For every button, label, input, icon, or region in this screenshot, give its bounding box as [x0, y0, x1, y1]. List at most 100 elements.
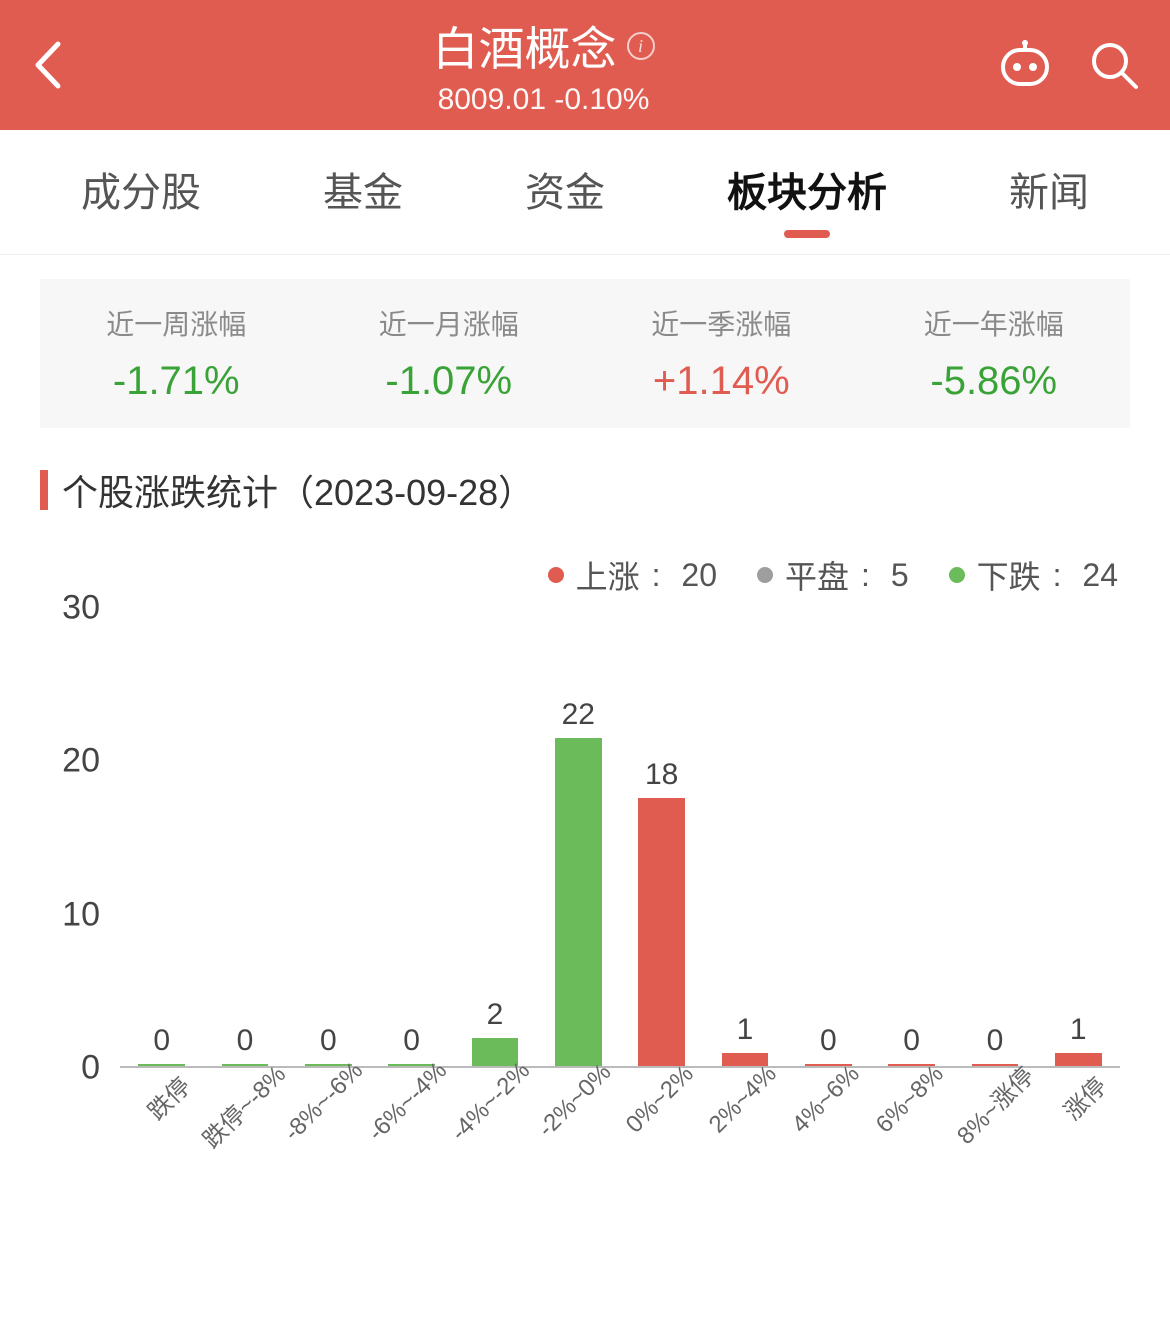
x-label-slot: -6%~-4% — [370, 1068, 453, 1208]
bar-value: 22 — [562, 698, 595, 732]
robot-icon — [997, 40, 1053, 90]
period-value: -1.07% — [313, 359, 586, 404]
y-tick: 30 — [62, 589, 100, 628]
index-change: -0.10% — [554, 83, 649, 116]
tab-1[interactable]: 基金 — [323, 160, 403, 234]
search-icon — [1088, 39, 1140, 91]
x-label-slot: 4%~6% — [787, 1068, 870, 1208]
robot-button[interactable] — [997, 40, 1053, 90]
period-1: 近一月涨幅-1.07% — [313, 303, 586, 404]
x-label-slot: -8%~-6% — [287, 1068, 370, 1208]
x-label: 6%~8% — [870, 1060, 949, 1139]
plot-area: 00002221810001 — [120, 618, 1120, 1068]
bar-slot-1: 0 — [203, 618, 286, 1068]
bar-value: 0 — [987, 1024, 1004, 1058]
bar-value: 2 — [487, 998, 504, 1032]
legend-flat: 平盘: 5 — [757, 552, 909, 598]
period-summary: 近一周涨幅-1.71%近一月涨幅-1.07%近一季涨幅+1.14%近一年涨幅-5… — [40, 279, 1130, 428]
x-label-slot: 涨停 — [1037, 1068, 1120, 1208]
x-label-slot: 0%~2% — [620, 1068, 703, 1208]
period-value: -5.86% — [858, 359, 1131, 404]
bars-container: 00002221810001 — [120, 618, 1120, 1068]
legend-up-value: 20 — [681, 557, 717, 594]
period-label: 近一年涨幅 — [858, 303, 1131, 343]
x-label-slot: 跌停~-8% — [203, 1068, 286, 1208]
bar — [638, 798, 685, 1068]
y-tick: 10 — [62, 895, 100, 934]
section-title-text: 个股涨跌统计 — [62, 464, 278, 516]
bar-slot-9: 0 — [870, 618, 953, 1068]
bar-value: 0 — [403, 1024, 420, 1058]
legend-up: 上涨: 20 — [548, 552, 717, 598]
bar-value: 0 — [153, 1024, 170, 1058]
bar-slot-5: 22 — [537, 618, 620, 1068]
tab-0[interactable]: 成分股 — [81, 160, 201, 234]
bar-slot-7: 1 — [703, 618, 786, 1068]
bar-value: 0 — [820, 1024, 837, 1058]
legend-flat-value: 5 — [891, 557, 909, 594]
x-label: 2%~4% — [704, 1060, 783, 1139]
x-label: -8%~-6% — [279, 1057, 369, 1147]
distribution-chart: 0102030 00002221810001 跌停跌停~-8%-8%~-6%-6… — [40, 608, 1130, 1208]
bar-slot-0: 0 — [120, 618, 203, 1068]
info-icon[interactable]: i — [627, 32, 655, 60]
y-axis: 0102030 — [40, 608, 110, 1068]
x-label: 跌停 — [138, 1068, 197, 1127]
tab-3[interactable]: 板块分析 — [727, 160, 887, 234]
bar-slot-3: 0 — [370, 618, 453, 1068]
header-center: 白酒概念 i 8009.01 -0.10% — [90, 13, 997, 117]
x-label-slot: 8%~涨停 — [953, 1068, 1036, 1208]
x-label-slot: 跌停 — [120, 1068, 203, 1208]
app-header: 白酒概念 i 8009.01 -0.10% — [0, 0, 1170, 130]
bar-value: 1 — [1070, 1013, 1087, 1047]
chevron-left-icon — [30, 38, 64, 92]
x-label: 0%~2% — [620, 1060, 699, 1139]
section-title: 个股涨跌统计 （2023-09-28） — [40, 464, 1130, 516]
x-label-slot: -2%~0% — [537, 1068, 620, 1208]
legend-flat-label: 平盘 — [785, 552, 849, 598]
tab-bar: 成分股 基金 资金 板块分析 新闻 — [0, 130, 1170, 255]
bar-slot-8: 0 — [787, 618, 870, 1068]
page-title: 白酒概念 — [433, 13, 617, 79]
x-label-slot: 2%~4% — [703, 1068, 786, 1208]
bar — [555, 738, 602, 1068]
bar-slot-6: 18 — [620, 618, 703, 1068]
x-label: 8%~涨停 — [947, 1057, 1040, 1150]
period-label: 近一季涨幅 — [585, 303, 858, 343]
back-button[interactable] — [30, 38, 90, 92]
tab-2[interactable]: 资金 — [525, 160, 605, 234]
x-label: 跌停~-8% — [193, 1056, 292, 1155]
chart-legend: 上涨: 20 平盘: 5 下跌: 24 — [40, 552, 1118, 598]
x-label: -4%~-2% — [446, 1057, 536, 1147]
x-axis-labels: 跌停跌停~-8%-8%~-6%-6%~-4%-4%~-2%-2%~0%0%~2%… — [120, 1068, 1120, 1208]
bar-slot-11: 1 — [1037, 618, 1120, 1068]
x-label: 4%~6% — [787, 1060, 866, 1139]
bar-value: 0 — [903, 1024, 920, 1058]
y-tick: 0 — [81, 1049, 100, 1088]
legend-up-label: 上涨 — [576, 552, 640, 598]
x-label-slot: 6%~8% — [870, 1068, 953, 1208]
bar-value: 0 — [237, 1024, 254, 1058]
period-label: 近一周涨幅 — [40, 303, 313, 343]
x-label: -2%~0% — [533, 1059, 617, 1143]
section-title-date: （2023-09-28） — [278, 464, 534, 516]
legend-down: 下跌: 24 — [949, 552, 1118, 598]
header-actions — [997, 39, 1140, 91]
bar-slot-4: 2 — [453, 618, 536, 1068]
legend-flat-dot — [757, 567, 773, 583]
tab-4[interactable]: 新闻 — [1009, 160, 1089, 234]
legend-down-dot — [949, 567, 965, 583]
search-button[interactable] — [1088, 39, 1140, 91]
legend-up-dot — [548, 567, 564, 583]
header-subtitle: 8009.01 -0.10% — [90, 83, 997, 117]
x-label-slot: -4%~-2% — [453, 1068, 536, 1208]
y-tick: 20 — [62, 742, 100, 781]
bar-value: 1 — [737, 1013, 754, 1047]
x-label: 涨停 — [1055, 1068, 1114, 1127]
x-label: -6%~-4% — [362, 1057, 452, 1147]
index-price: 8009.01 — [438, 83, 546, 116]
bar-value: 18 — [645, 758, 678, 792]
bar-slot-2: 0 — [287, 618, 370, 1068]
bar-slot-10: 0 — [953, 618, 1036, 1068]
period-value: +1.14% — [585, 359, 858, 404]
